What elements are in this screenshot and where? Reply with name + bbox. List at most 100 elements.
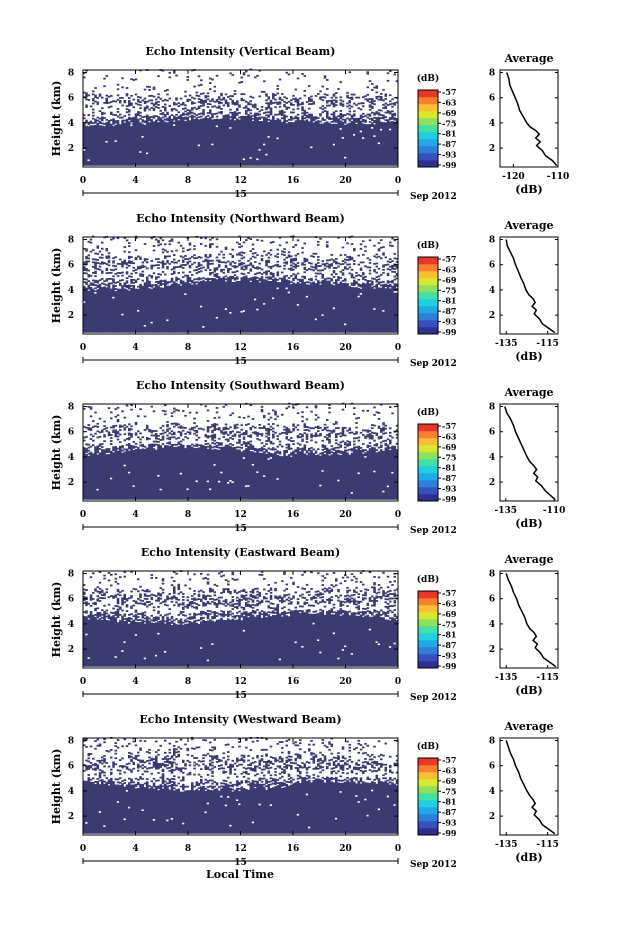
echo-cell [386, 110, 390, 112]
echo-cell [222, 98, 226, 101]
echo-gap [386, 485, 389, 488]
echo-cell [278, 119, 282, 122]
echo-cell [177, 446, 181, 448]
echo-cell [107, 288, 111, 291]
echo-cell [98, 592, 102, 595]
echo-cell [209, 446, 212, 448]
echo-cell [245, 278, 248, 281]
echo-cell [287, 281, 291, 284]
echo-cell [393, 118, 397, 121]
echo-cell [353, 448, 356, 450]
echo-cell [206, 118, 210, 120]
echo-cell [254, 256, 257, 259]
echo-cell [353, 281, 356, 284]
echo-cell [382, 440, 385, 443]
echo-cell [87, 427, 91, 429]
echo-cell [89, 615, 93, 618]
echo-cell [240, 612, 244, 615]
echo-cell [377, 119, 381, 122]
echo-cell [114, 272, 118, 275]
echo-cell [105, 284, 109, 287]
echo-cell [110, 452, 113, 455]
echo-cell [265, 279, 268, 282]
echo-cell [267, 439, 271, 442]
echo-cell [92, 614, 95, 617]
echo-cell [283, 111, 286, 114]
echo-cell [197, 119, 201, 122]
echo-cell [139, 623, 142, 667]
echo-cell [139, 258, 142, 260]
echo-cell [218, 572, 221, 575]
echo-cell [380, 273, 383, 276]
echo-cell [272, 121, 275, 166]
echo-cell [119, 606, 122, 609]
echo-cell [87, 424, 91, 426]
echo-cell [294, 244, 298, 246]
echo-cell [335, 279, 338, 282]
echo-cell [119, 433, 122, 436]
echo-cell [116, 115, 120, 118]
echo-cell [359, 447, 363, 449]
colorbar-swatch [418, 459, 438, 467]
echo-cell [114, 573, 118, 576]
echo-cell [146, 622, 149, 625]
echo-cell [155, 122, 158, 166]
echo-cell [85, 272, 88, 275]
echo-cell [341, 260, 345, 262]
echo-cell [188, 248, 192, 251]
echo-cell [366, 281, 370, 284]
echo-cell [166, 624, 169, 667]
echo-cell [337, 88, 340, 90]
echo-cell [254, 117, 257, 120]
echo-cell [319, 90, 322, 93]
echo-cell [152, 594, 156, 597]
echo-cell [231, 577, 235, 580]
echo-cell [233, 424, 237, 427]
echo-cell [107, 449, 111, 452]
echo-cell [362, 96, 365, 99]
echo-cell [377, 121, 381, 124]
echo-cell [242, 608, 246, 611]
echo-cell [112, 449, 115, 452]
echo-cell [283, 281, 286, 284]
echo-cell [159, 614, 163, 617]
echo-cell [251, 264, 255, 267]
echo-cell [143, 106, 147, 109]
echo-cell [134, 256, 138, 259]
echo-cell [125, 444, 129, 446]
echo-cell [188, 411, 192, 414]
echo-cell [265, 435, 268, 438]
echo-cell [141, 270, 145, 273]
echo-cell [265, 429, 268, 432]
echo-cell [116, 438, 120, 441]
echo-cell [114, 100, 118, 103]
echo-cell [301, 433, 304, 436]
echo-gap [105, 141, 108, 143]
echo-cell [368, 113, 372, 116]
echo-cell [373, 270, 376, 273]
echo-cell [242, 252, 246, 254]
echo-cell [281, 445, 284, 448]
echo-cell [206, 112, 210, 114]
echo-cell [125, 94, 129, 97]
echo-cell [143, 617, 147, 620]
echo-cell [114, 433, 118, 436]
echo-cell [265, 114, 268, 117]
echo-cell [215, 279, 219, 281]
echo-cell [382, 253, 385, 256]
colorbar-swatch [418, 473, 438, 481]
echo-cell [148, 590, 151, 593]
echo-cell [161, 622, 165, 624]
echo-cell [164, 620, 167, 623]
echo-cell [380, 287, 383, 290]
echo-cell [292, 273, 295, 276]
echo-cell [161, 248, 165, 251]
echo-cell [150, 619, 154, 622]
echo-cell [119, 101, 122, 104]
echo-cell [328, 277, 331, 280]
echo-cell [200, 613, 203, 616]
average-title: Average [503, 219, 553, 232]
echo-cell [310, 118, 313, 121]
echo-cell [274, 448, 277, 451]
